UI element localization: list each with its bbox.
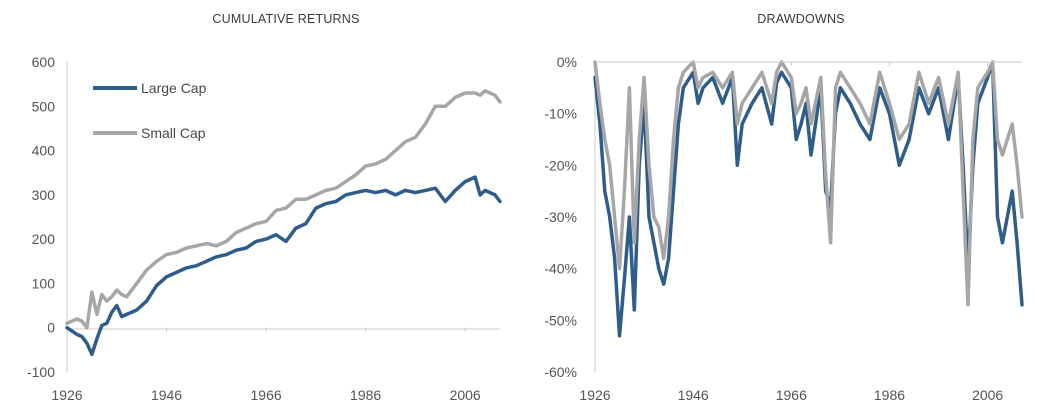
left-x-ticks: 1926 1946 1966 1986 2006 <box>51 327 481 403</box>
right-series-lines <box>593 60 1024 338</box>
drawdowns-chart: DRAWDOWNS 0% -10% -20% -30% -40% -50% -60% 192… <box>544 12 1024 403</box>
right-x-tick-label: 1926 <box>579 387 610 403</box>
left-x-tick-label: 1946 <box>151 387 182 403</box>
left-series-line-large-cap <box>65 175 502 357</box>
left-y-tick-label: 600 <box>32 54 56 70</box>
right-x-tick-label: 2006 <box>972 387 1003 403</box>
right-series-line-small-cap <box>593 60 1024 307</box>
right-x-tick-label: 1966 <box>776 387 807 403</box>
left-series-line-small-cap <box>65 89 502 330</box>
right-y-tick-label: -50% <box>544 312 577 328</box>
right-y-tick-label: -60% <box>544 364 577 380</box>
right-y-ticks: 0% -10% -20% -30% -40% -50% -60% <box>544 54 577 380</box>
right-x-tick-label: 1946 <box>678 387 709 403</box>
legend-item-small-cap: Small Cap <box>93 125 206 141</box>
left-series-lines <box>65 89 502 357</box>
left-y-tick-label: 0 <box>47 320 55 336</box>
right-y-tick-label: -40% <box>544 261 577 277</box>
legend: Large Cap Small Cap <box>93 80 207 141</box>
left-y-ticks: -100 0 100 200 300 400 500 600 <box>27 54 55 380</box>
legend-item-large-cap: Large Cap <box>93 80 207 96</box>
left-y-tick-label: 300 <box>32 187 56 203</box>
right-y-tick-label: 0% <box>557 54 577 70</box>
left-y-tick-label: 500 <box>32 98 56 114</box>
right-x-tick-label: 1986 <box>874 387 905 403</box>
left-x-tick-label: 1986 <box>350 387 381 403</box>
right-y-tick-label: -20% <box>544 157 577 173</box>
left-x-tick-label: 1926 <box>51 387 82 403</box>
cumulative-returns-chart: CUMULATIVE RETURNS -100 0 100 200 300 400 500 6… <box>27 12 502 403</box>
right-y-tick-label: -10% <box>544 106 577 122</box>
left-y-tick-label: -100 <box>27 364 55 380</box>
left-x-tick-label: 2006 <box>450 387 481 403</box>
legend-label-small-cap: Small Cap <box>141 125 206 141</box>
left-y-tick-label: 200 <box>32 231 56 247</box>
left-y-tick-label: 400 <box>32 143 56 159</box>
left-y-tick-label: 100 <box>32 275 56 291</box>
legend-label-large-cap: Large Cap <box>141 80 207 96</box>
left-x-tick-label: 1966 <box>251 387 282 403</box>
right-y-tick-label: -30% <box>544 209 577 225</box>
cumulative-returns-title: CUMULATIVE RETURNS <box>212 12 359 26</box>
right-x-ticks: 1926 1946 1966 1986 2006 <box>579 62 1003 403</box>
drawdowns-title: DRAWDOWNS <box>757 12 844 26</box>
